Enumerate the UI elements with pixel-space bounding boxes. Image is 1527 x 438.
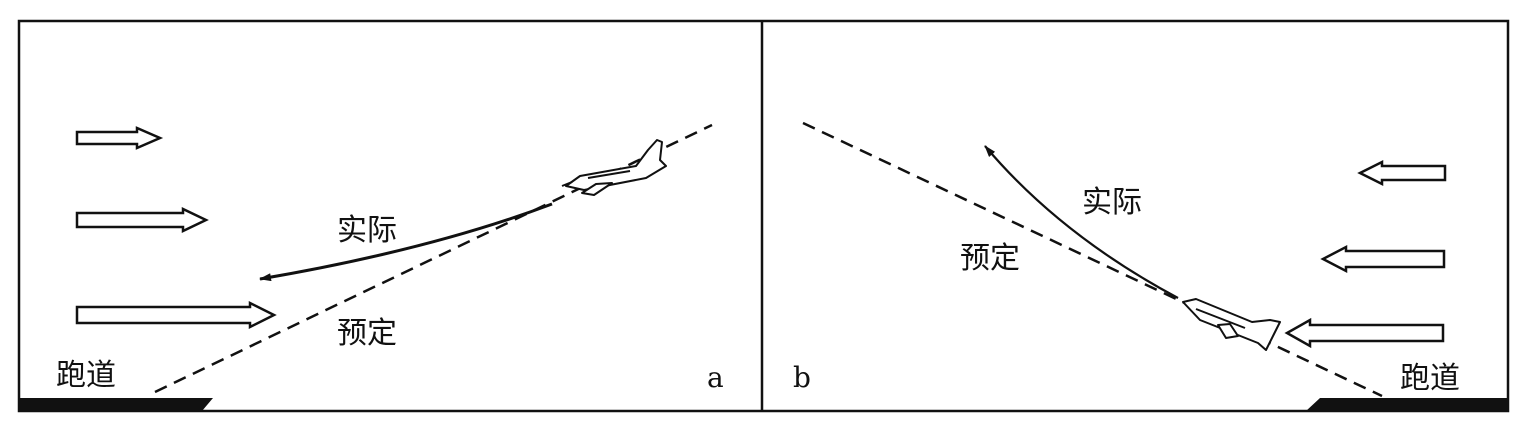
actual-label: 实际	[1082, 185, 1142, 220]
figure-frame	[17, 19, 1510, 413]
wind-arrow-icon	[75, 300, 277, 330]
panel-label: b	[793, 361, 811, 394]
planned-path	[154, 123, 713, 394]
planned-label: 预定	[337, 316, 397, 351]
runway	[1306, 398, 1508, 411]
actual-path	[259, 202, 553, 282]
panel-label: a	[707, 361, 724, 394]
wind-arrow-icon	[1284, 317, 1445, 349]
actual-path	[984, 145, 1179, 299]
wind-arrow-icon	[1320, 244, 1446, 274]
runway	[19, 398, 213, 411]
wind-arrow-icon	[1357, 159, 1447, 187]
wind-arrow-icon	[75, 126, 164, 150]
wind-arrow-icon	[75, 207, 209, 233]
planned-label: 预定	[960, 241, 1020, 276]
panel-a: 实际 预定 跑道 a	[19, 123, 724, 411]
actual-label: 实际	[337, 213, 397, 248]
panel-b: 实际 预定 跑道 b	[793, 121, 1508, 411]
runway-label: 跑道	[1400, 361, 1460, 396]
planned-path	[802, 121, 1383, 398]
runway-label: 跑道	[56, 358, 116, 393]
airplane-icon	[1182, 298, 1281, 351]
airplane-icon	[561, 139, 667, 196]
